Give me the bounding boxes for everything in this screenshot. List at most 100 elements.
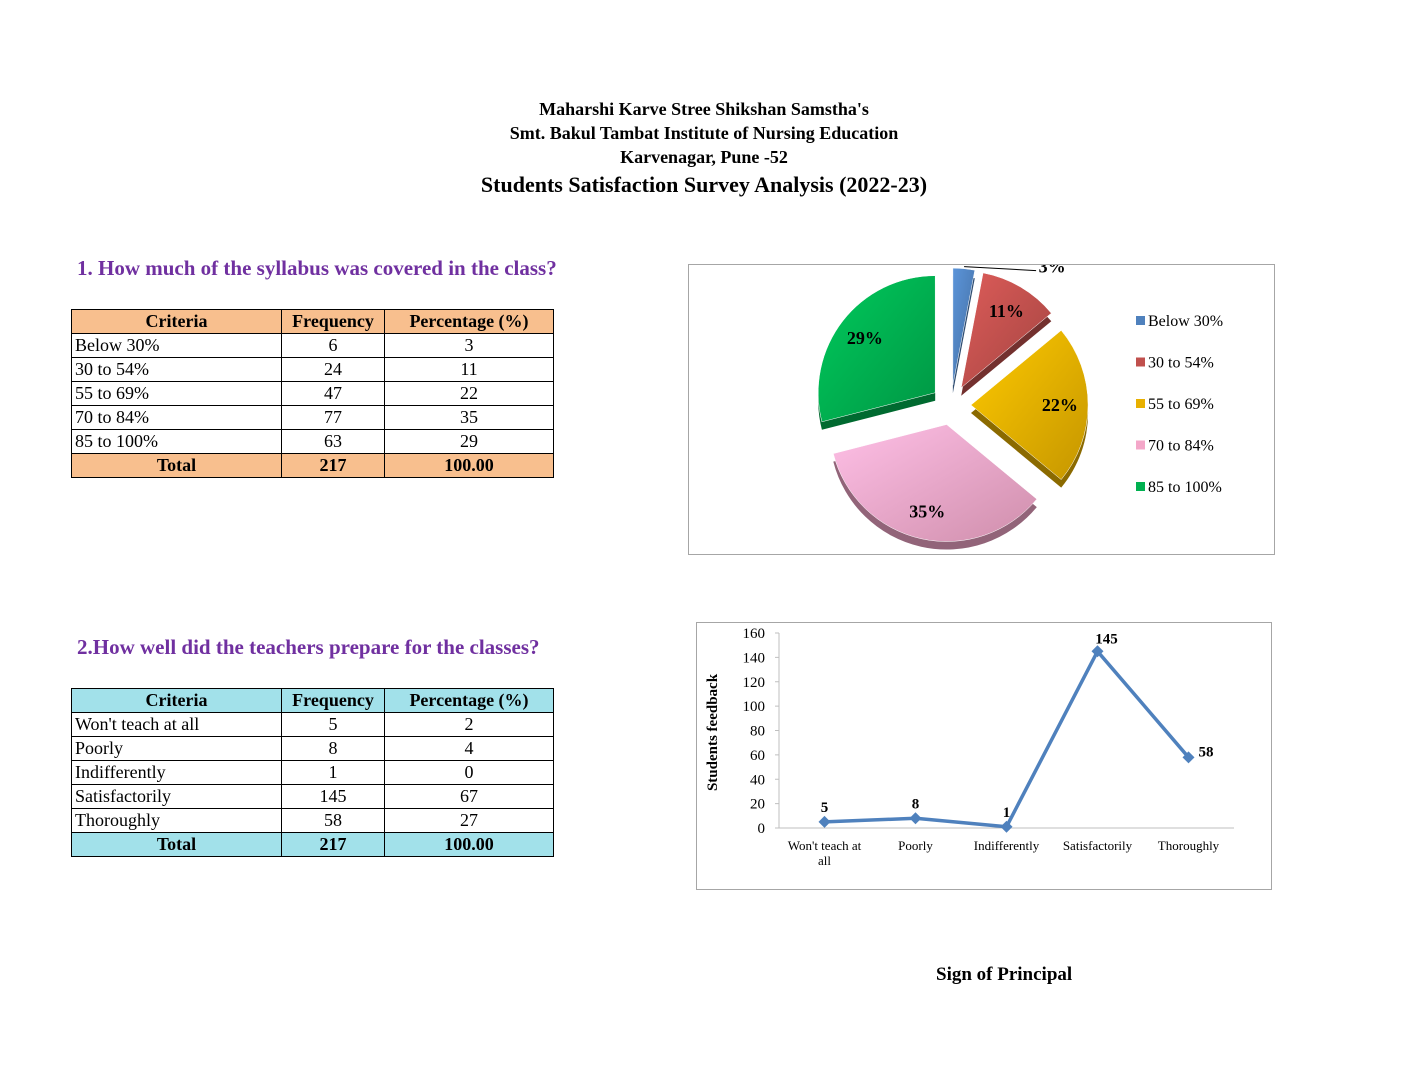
y-tick-label: 120 [743,675,766,691]
cell-criteria: Won't teach at all [71,712,282,737]
data-label-won-t-teach-at-all: 5 [821,800,829,816]
table-header-row: Criteria Frequency Percentage (%) [71,309,554,334]
data-point-poorly [909,812,922,825]
principal-signature-label: Sign of Principal [936,964,1073,985]
pie-slice-70-to-84 [832,424,1038,542]
header-criteria: Criteria [71,309,282,334]
cell-percentage: 35 [384,405,554,430]
legend-label-70-to-84: 70 to 84% [1148,438,1214,455]
cell-percentage: 0 [384,760,554,785]
data-label-satisfactorily: 145 [1095,631,1118,647]
line-chart-frame: 0 20 40 60 80 100 120 140 160 Students feedback Wo… [696,622,1272,890]
legend-label-85-to-100: 85 to 100% [1148,479,1222,496]
total-percentage: 100.00 [384,453,554,478]
cell-frequency: 1 [281,760,385,785]
data-label-indifferently: 1 [1003,805,1011,821]
total-frequency: 217 [281,832,385,857]
y-tick-label: 160 [743,626,766,642]
cell-percentage: 67 [384,784,554,809]
cell-frequency: 8 [281,736,385,761]
cell-frequency: 145 [281,784,385,809]
cell-frequency: 63 [281,429,385,454]
cell-frequency: 5 [281,712,385,737]
cell-criteria: Satisfactorily [71,784,282,809]
pie-label-85-to-100: 29% [847,328,883,348]
data-point-indifferently [1000,820,1013,833]
legend-swatch-85-to-100 [1136,482,1145,491]
y-tick-label: 0 [758,821,766,837]
cell-criteria: 85 to 100% [71,429,282,454]
x-tick-label-thoroughly: Thoroughly [1158,838,1220,853]
question-2-title: 2.How well did the teachers prepare for … [77,635,540,659]
total-frequency: 217 [281,453,385,478]
pie-slice-85-to-100 [818,275,936,423]
legend-label-30-to-54: 30 to 54% [1148,355,1214,372]
cell-frequency: 77 [281,405,385,430]
cell-percentage: 4 [384,736,554,761]
cell-criteria: Poorly [71,736,282,761]
cell-frequency: 47 [281,381,385,406]
table-row: 55 to 69% 47 22 [71,381,554,406]
pie-chart-frame: 3% 11% 22% 35% 29% Below 30% 30 to 54% 55 to 69… [688,264,1275,555]
pie-label-55-to-69: 22% [1042,395,1078,415]
legend-swatch-30-to-54 [1136,357,1145,367]
y-tick-label: 60 [750,748,765,764]
total-percentage: 100.00 [384,832,554,857]
table-row: Won't teach at all 5 2 [71,712,554,737]
pie-leader-line [964,266,1037,272]
table-row: Poorly 8 4 [71,736,554,761]
y-tick-label: 20 [750,797,765,813]
pie-chart: 3% 11% 22% 35% 29% Below 30% 30 to 54% 55 to 69… [818,265,1223,550]
x-tick-label-indifferently: Indifferently [974,838,1040,853]
x-tick-label-poorly: Poorly [898,838,933,853]
table-row: Below 30% 6 3 [71,333,554,358]
total-label: Total [71,832,282,857]
header-criteria: Criteria [71,688,282,713]
cell-criteria: Indifferently [71,760,282,785]
y-axis-title: Students feedback [705,673,721,791]
legend-swatch-55-to-69 [1136,399,1145,408]
cell-criteria: Thoroughly [71,808,282,833]
institute-name: Smt. Bakul Tambat Institute of Nursing E… [509,123,899,143]
header-percentage: Percentage (%) [384,688,554,713]
cell-percentage: 27 [384,808,554,833]
cell-frequency: 6 [281,333,385,358]
table-row: 85 to 100% 63 29 [71,429,554,454]
cell-criteria: 30 to 54% [71,357,282,382]
question-1-table: Criteria Frequency Percentage (%) Below … [71,309,554,478]
table-row: 70 to 84% 77 35 [71,405,554,430]
header-percentage: Percentage (%) [384,309,554,334]
pie-slice-30-to-54 [960,272,1052,389]
x-tick-label-satisfactorily: Satisfactorily [1063,838,1133,853]
y-tick-label: 40 [750,772,765,788]
total-label: Total [71,453,282,478]
question-2-table: Criteria Frequency Percentage (%) Won't … [71,688,554,857]
series-line-students-feedback [824,649,1190,829]
header-frequency: Frequency [281,688,385,713]
pie-slice-below-30 [952,267,976,386]
cell-percentage: 3 [384,333,554,358]
cell-frequency: 24 [281,357,385,382]
table-total-row: Total 217 100.00 [71,453,554,478]
table-total-row: Total 217 100.00 [71,832,554,857]
question-1-title: 1. How much of the syllabus was covered … [77,256,557,280]
table-row: Indifferently 1 0 [71,760,554,785]
legend-label-55-to-69: 55 to 69% [1148,396,1214,413]
pie-slice-55-to-69 [970,330,1089,480]
y-tick-label: 140 [743,650,766,666]
legend-swatch-70-to-84 [1136,440,1145,450]
y-tick-label: 80 [750,724,765,740]
pie-label-below-30: 3% [1039,265,1066,277]
table-row: Satisfactorily 145 67 [71,784,554,809]
page-title: Students Satisfaction Survey Analysis (2… [480,172,928,197]
table-row: 30 to 54% 24 11 [71,357,554,382]
table-header-row: Criteria Frequency Percentage (%) [71,688,554,713]
pie-label-30-to-54: 11% [989,301,1024,321]
cell-criteria: 55 to 69% [71,381,282,406]
institute-address: Karvenagar, Pune -52 [620,147,788,167]
cell-percentage: 29 [384,429,554,454]
cell-frequency: 58 [281,808,385,833]
cell-criteria: Below 30% [71,333,282,358]
pie-label-70-to-84: 35% [909,501,945,521]
data-label-poorly: 8 [912,796,920,812]
